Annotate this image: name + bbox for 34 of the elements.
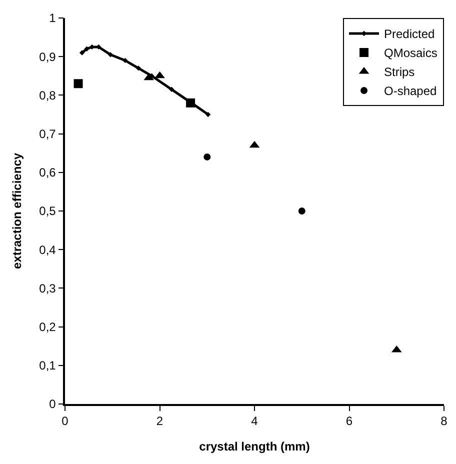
x-tick-label: 8 — [440, 414, 448, 428]
legend-label: Predicted — [384, 27, 435, 42]
point — [205, 112, 211, 118]
point — [204, 153, 211, 160]
y-tick-label: 0,8 — [39, 88, 56, 102]
point — [154, 71, 165, 78]
point — [84, 46, 90, 52]
y-axis-title: extraction efficiency — [10, 152, 24, 270]
legend-label: QMosaics — [384, 46, 438, 60]
point — [79, 50, 85, 56]
point — [186, 98, 196, 108]
y-tick-label: 0 — [49, 397, 56, 412]
y-tick-label: 1 — [49, 11, 56, 26]
legend-label: Strips — [384, 65, 415, 80]
x-tick-label: 2 — [156, 414, 164, 428]
y-tick-label: 0,1 — [39, 358, 56, 373]
y-tick-label: 0,5 — [39, 204, 56, 218]
point — [168, 86, 174, 92]
y-tick-label: 0,3 — [39, 281, 56, 296]
x-axis-title: crystal length (mm) — [199, 440, 310, 454]
point — [298, 208, 306, 214]
x-tick-label: 4 — [251, 414, 258, 428]
legend-label: O-shaped — [384, 84, 437, 98]
point — [136, 66, 142, 71]
y-tick-label: 0,7 — [39, 127, 56, 141]
x-tick-label: 0 — [62, 414, 69, 428]
point — [74, 79, 83, 88]
y-tick-label: 0,9 — [39, 50, 56, 64]
y-tick-label: 0,2 — [39, 320, 56, 334]
point — [122, 58, 128, 64]
x-tick-label: 6 — [346, 414, 353, 428]
y-tick-label: 0,6 — [39, 166, 56, 180]
y-tick-label: 0,4 — [39, 242, 56, 257]
point — [108, 52, 114, 58]
